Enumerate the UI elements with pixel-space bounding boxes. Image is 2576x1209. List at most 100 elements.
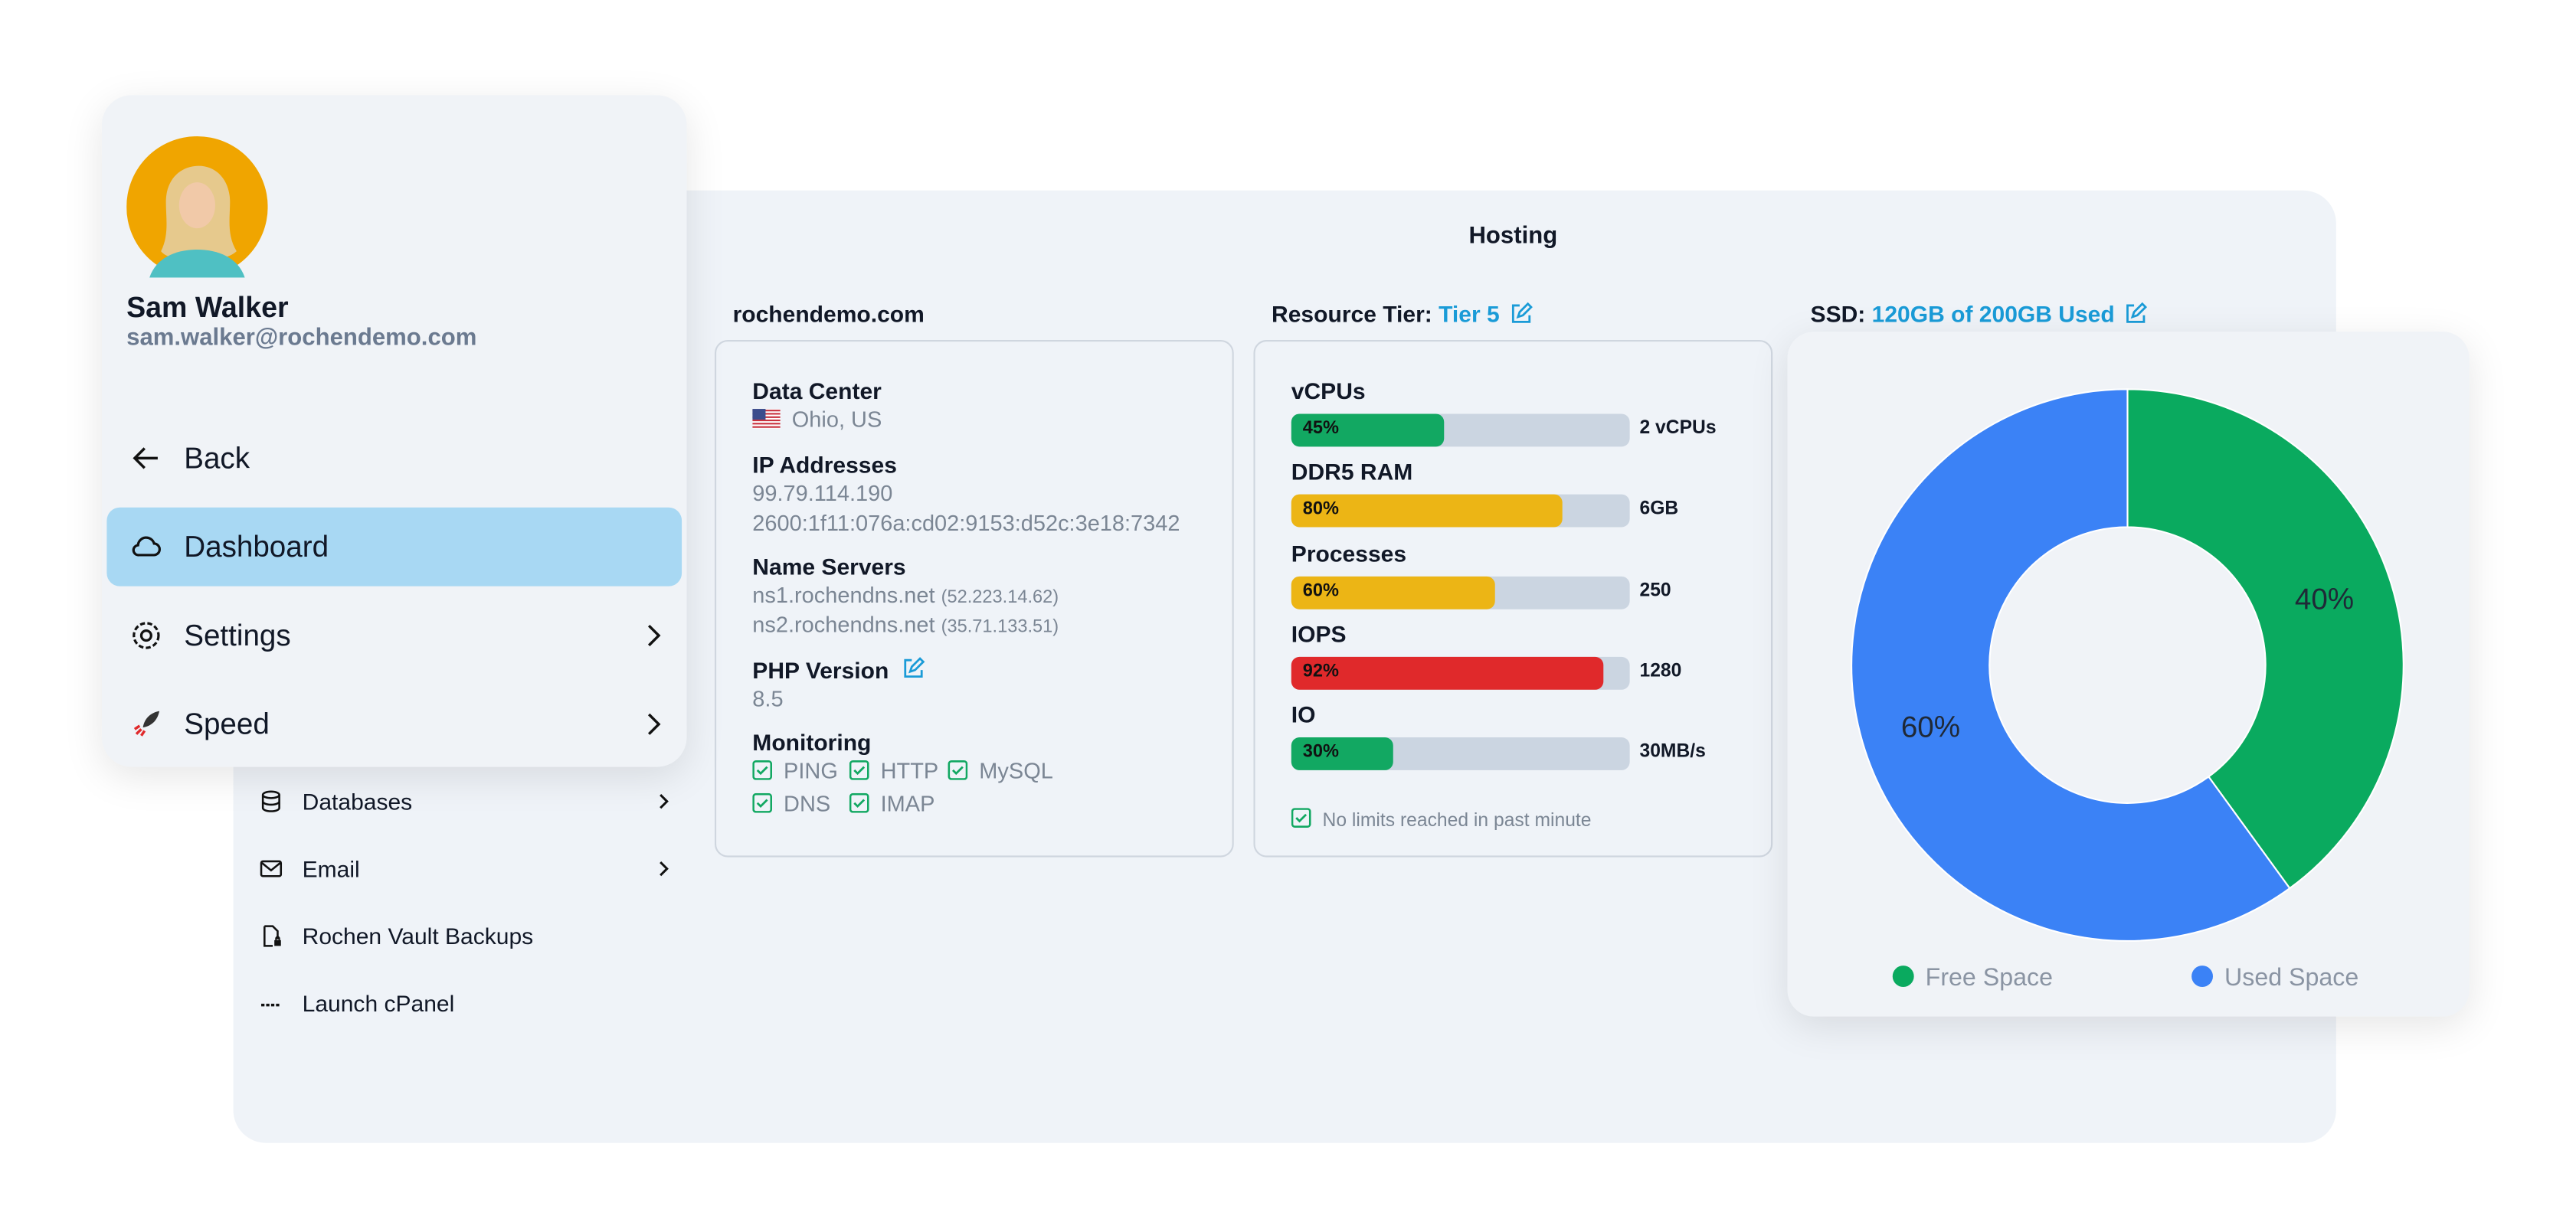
ns-host: ns2.rochendns.net xyxy=(752,612,935,638)
sidebar-item[interactable]: Launch cPanel xyxy=(260,987,670,1020)
resource-tier-label: Resource Tier: xyxy=(1272,300,1432,327)
slice-label: 40% xyxy=(2295,583,2354,616)
php-version: 8.5 xyxy=(752,686,784,711)
resource-card: No limits reached in past minute vCPUs 45… xyxy=(1253,339,1773,858)
resource-amount: 2 vCPUs xyxy=(1639,418,1717,439)
field-label: Data Center xyxy=(752,377,882,404)
bar-track: 60% xyxy=(1291,575,1630,609)
php-label: PHP Version xyxy=(752,656,889,684)
bar-track: 80% xyxy=(1291,495,1630,528)
user-name: Sam Walker xyxy=(126,290,289,324)
resource-name: IO xyxy=(1291,701,1316,728)
profile-card: Sam Walker sam.walker@rochendemo.com Bac… xyxy=(101,95,687,767)
legend-swatch xyxy=(2191,966,2214,988)
resource-name: IOPS xyxy=(1291,620,1347,647)
card-title: Resource Tier: Tier 5 xyxy=(1272,300,1533,327)
donut-slice xyxy=(2126,388,2404,890)
legend-swatch xyxy=(1892,966,1914,988)
bar-fill xyxy=(1291,737,1393,771)
domain-card: Data Center Ohio, US IP Addresses 99.79.… xyxy=(714,339,1234,858)
bar-fill xyxy=(1291,495,1563,528)
legend-label: Used Space xyxy=(2224,963,2359,992)
check-label: PING xyxy=(784,758,838,784)
rocket-icon xyxy=(133,711,160,737)
chevron xyxy=(660,794,669,809)
sidebar-item[interactable]: Email xyxy=(260,852,670,885)
resource-note: No limits reached in past minute xyxy=(1291,808,1592,831)
ns-ip: (52.223.14.62) xyxy=(941,587,1059,608)
check-label: IMAP xyxy=(880,791,935,816)
ssd-usage: 120GB of 200GB Used xyxy=(1871,300,2115,327)
monitor-check: PING xyxy=(752,759,838,783)
back-icon xyxy=(133,447,158,469)
field-label: Name Servers xyxy=(752,553,906,580)
check-icon xyxy=(849,760,869,780)
ip-address: 99.79.114.190 xyxy=(752,481,893,506)
edit-icon[interactable] xyxy=(902,657,925,680)
sidebar-item[interactable]: Rochen Vault Backups xyxy=(260,920,670,952)
ns-host: ns1.rochendns.net xyxy=(752,583,935,608)
field-label: IP Addresses xyxy=(752,451,897,479)
resource-tier: Tier 5 xyxy=(1439,300,1500,327)
bar-label: 30% xyxy=(1302,742,1340,763)
bar-track: 30% xyxy=(1291,737,1630,771)
menu-item[interactable]: Settings xyxy=(106,596,682,675)
item-label: Email xyxy=(302,855,360,882)
check-label: HTTP xyxy=(880,758,939,784)
name-server: ns2.rochendns.net (35.71.133.51) xyxy=(752,613,1059,637)
settings-icon xyxy=(133,622,160,649)
check-icon xyxy=(849,792,869,813)
data-center: Ohio, US xyxy=(791,407,882,433)
ip-address: 2600:1f11:076a:cd02:9153:d52c:3e18:7342 xyxy=(752,511,1180,536)
card-title: rochendemo.com xyxy=(732,300,925,327)
resource-amount: 250 xyxy=(1639,580,1671,601)
bar-track: 92% xyxy=(1291,656,1630,690)
check-icon xyxy=(948,760,968,780)
backup-icon xyxy=(263,925,281,947)
item-label: Databases xyxy=(302,788,413,815)
sidebar-item[interactable]: Databases xyxy=(260,785,670,818)
menu-item[interactable]: Back xyxy=(106,419,682,498)
menu-label: Back xyxy=(184,441,250,475)
edit-icon[interactable] xyxy=(1509,302,1533,325)
bar-track: 45% xyxy=(1291,413,1630,447)
menu-item-active[interactable]: Dashboard xyxy=(106,507,682,587)
bar-label: 92% xyxy=(1302,662,1340,681)
bar-fill xyxy=(1291,656,1603,690)
check-label: MySQL xyxy=(979,758,1053,784)
note-text: No limits reached in past minute xyxy=(1322,811,1592,832)
check-icon xyxy=(1291,808,1311,828)
monitor-check: DNS xyxy=(752,792,830,816)
monitor-check: MySQL xyxy=(948,759,1053,783)
menu-label: Settings xyxy=(184,619,291,652)
avatar xyxy=(126,136,268,278)
resource-name: vCPUs xyxy=(1291,377,1366,404)
resource-amount: 6GB xyxy=(1639,499,1679,520)
user-email: sam.walker@rochendemo.com xyxy=(126,325,477,351)
resource-amount: 1280 xyxy=(1639,662,1682,681)
donut-slice xyxy=(1851,388,2291,942)
field-label: Monitoring xyxy=(752,729,872,756)
ns-ip: (35.71.133.51) xyxy=(941,617,1059,638)
email-icon xyxy=(260,860,283,877)
field-label: PHP Version xyxy=(752,657,925,683)
bar-label: 80% xyxy=(1302,499,1340,520)
edit-icon[interactable] xyxy=(2124,302,2148,325)
database-icon xyxy=(261,790,280,812)
monitor-check: HTTP xyxy=(849,759,938,783)
check-icon xyxy=(752,760,773,780)
legend-item: Free Space xyxy=(1892,964,2053,992)
field-value: Ohio, US xyxy=(752,407,882,432)
resource-name: DDR5 RAM xyxy=(1291,459,1413,485)
resource-amount: 30MB/s xyxy=(1639,742,1706,763)
monitor-check: IMAP xyxy=(849,791,935,816)
ssd-card: 40% 60% Free Space Used Space xyxy=(1787,332,2470,1017)
chevron xyxy=(647,624,661,647)
panel-title: Hosting xyxy=(1468,223,1558,250)
menu-label: Dashboard xyxy=(184,530,329,564)
legend-item: Used Space xyxy=(2191,964,2358,992)
menu-item[interactable]: Speed xyxy=(106,685,682,763)
bar-label: 45% xyxy=(1302,418,1340,439)
item-label: Launch cPanel xyxy=(302,990,455,1017)
